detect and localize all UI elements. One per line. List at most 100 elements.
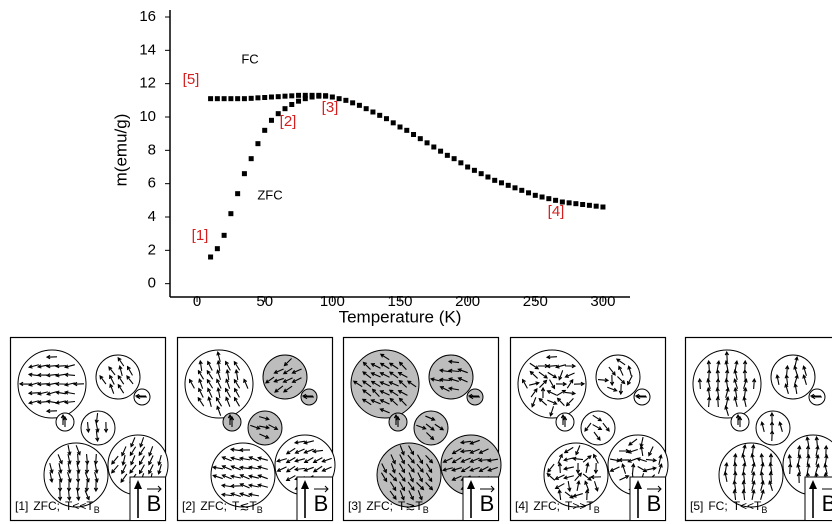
marker (248, 156, 254, 162)
caption-subscript: B (257, 505, 263, 515)
marker (275, 94, 281, 100)
spin-arrows (560, 413, 568, 427)
caption-part: FC; (708, 499, 727, 513)
y-axis-title: m(emu/g) (111, 114, 130, 187)
x-axis-title: Temperature (K) (339, 307, 462, 326)
field-arrow-head (809, 480, 817, 489)
marker (539, 194, 545, 200)
marker (302, 92, 308, 98)
marker (214, 96, 220, 102)
marker (458, 160, 464, 166)
field-box (804, 476, 832, 521)
spin-arrows (760, 411, 783, 442)
spin-arrows (775, 356, 807, 395)
y-tick-label: 2 (148, 241, 156, 258)
panel-frame (509, 336, 667, 522)
caption-part: [3] (348, 499, 361, 513)
field-vector-sign (314, 485, 329, 493)
marker (553, 197, 559, 203)
panel: B[1] ZFC; T<<TB (9, 336, 169, 522)
marker (241, 171, 247, 177)
field-label: B (822, 491, 832, 516)
caption-part: [2] (182, 499, 195, 513)
marker (302, 96, 308, 102)
marker (262, 95, 268, 100)
particle (718, 442, 784, 508)
field-vector-sign (647, 485, 662, 493)
field-label: B (647, 491, 662, 516)
caption-part: ZFC; (200, 499, 227, 513)
field-label: B (147, 491, 162, 516)
marker (248, 95, 254, 101)
marker (221, 232, 227, 238)
marker (519, 187, 525, 193)
field-vector-sign (480, 485, 495, 493)
marker (235, 96, 241, 102)
field-arrow-head (467, 480, 475, 489)
marker (309, 94, 315, 100)
panel-caption: [1] ZFC; T<<TB (15, 499, 100, 515)
spin-arrows (60, 413, 68, 427)
marker (431, 144, 437, 150)
marker (471, 167, 477, 173)
marker (546, 196, 552, 202)
caption-part: ZFC; (33, 499, 60, 513)
caption-part: ZFC; (533, 499, 560, 513)
panel-caption: [2] ZFC; T≲TB (182, 499, 263, 515)
panel: B[4] ZFC; T>>TB (509, 336, 669, 522)
field-box (296, 476, 333, 521)
marker (221, 96, 227, 102)
marker (262, 127, 268, 133)
field-arrow-head (301, 480, 309, 489)
particle (247, 410, 283, 446)
marker (350, 100, 356, 106)
spin-arrows (352, 353, 417, 414)
caption-part: T<<T (65, 499, 94, 513)
marker (438, 148, 444, 154)
marker (566, 200, 572, 206)
marker (363, 106, 369, 112)
panel-caption: [5] FC; T<<TB (690, 499, 767, 515)
marker (235, 191, 241, 197)
marker (275, 111, 281, 117)
marker (404, 127, 410, 133)
caption-part: [4] (515, 499, 528, 513)
y-tick-label: 14 (139, 41, 156, 58)
marker (228, 211, 234, 217)
marker (465, 164, 471, 170)
spin-arrows (723, 443, 774, 501)
panel-frame (342, 336, 500, 522)
marker (289, 102, 295, 107)
panel: B[2] ZFC; T≲TB (176, 336, 336, 522)
marker (417, 136, 423, 142)
spin-arrows (86, 412, 109, 443)
spin-arrows (18, 354, 85, 414)
marker (377, 112, 383, 118)
marker (316, 93, 322, 99)
series-label: ZFC (257, 187, 282, 202)
spin-arrows (697, 350, 757, 416)
particle (755, 410, 791, 446)
marker (451, 156, 457, 162)
marker (485, 174, 491, 180)
y-tick-label: 6 (148, 175, 156, 192)
field-box (129, 476, 166, 521)
panel: B[3] ZFC; T≳TB (342, 336, 502, 522)
field-label: B (480, 491, 495, 516)
marker (492, 177, 498, 183)
marker (390, 120, 396, 126)
caption-subscript: B (94, 505, 100, 515)
y-tick-label: 16 (139, 8, 156, 25)
spin-arrows (467, 393, 480, 400)
marker (296, 92, 302, 98)
spin-arrows (584, 414, 610, 441)
spin-arrows (211, 447, 268, 498)
marker (505, 182, 511, 188)
x-tick-label: 200 (455, 293, 480, 310)
spin-arrows (264, 358, 302, 393)
annotation: [3] (322, 99, 339, 116)
x-tick-label: 0 (193, 293, 201, 310)
spin-arrows (597, 358, 633, 396)
marker (289, 93, 295, 99)
spin-arrows (735, 413, 743, 427)
